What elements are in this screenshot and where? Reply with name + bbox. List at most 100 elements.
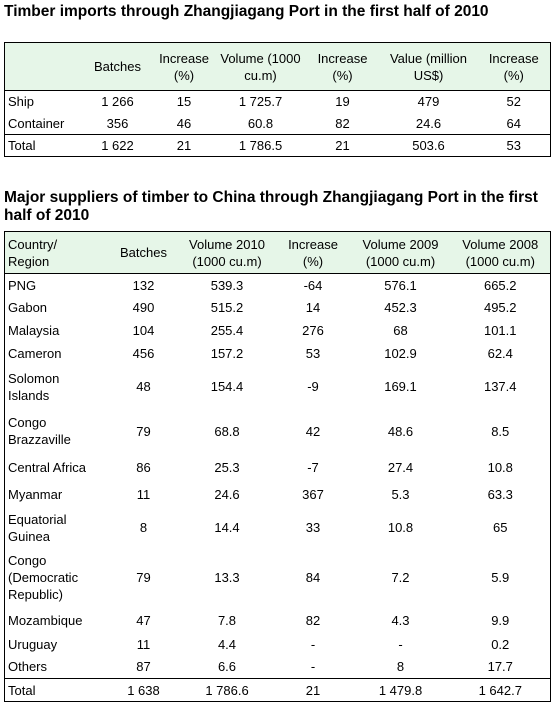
header-cell: Volume 2010 (1000 cu.m) [189,236,265,269]
cell: 21 [176,138,192,153]
cell: Others [8,659,48,675]
cell: 15 [176,94,192,110]
header-cell: Value (million US$) [389,50,468,83]
cell: 68.8 [214,423,240,439]
header-cell: Increase (%) [288,236,338,269]
table2: Country/ Region Batches Volume 2010 (1000 … [4,231,551,702]
cell: 46 [176,115,192,131]
cell: 276 [302,322,324,338]
cell: 68 [393,322,408,338]
cell: 13.3 [214,570,240,585]
table-row: Total 1 638 1 786.6 21 1 479.8 1 642.7 [4,678,551,702]
cell: 7.8 [217,613,237,628]
cell: 8.5 [491,423,510,439]
table2-title: Major suppliers of timber to China throu… [4,189,538,224]
cell: - [310,636,316,652]
cell: 10.8 [487,459,513,475]
cell: 102.9 [384,345,417,361]
cell: Cameron [8,345,62,361]
cell: 6.6 [217,659,237,675]
table-row: Congo Brazzaville 79 68.8 42 48.6 8.5 [5,409,551,454]
table-row: Congo (Democratic Republic) 79 13.3 84 7.2 5.… [5,547,551,609]
cell: 255.4 [210,322,244,338]
table-row: Equatorial Guinea 8 14.4 33 10.8 65 [5,509,551,547]
cell: 53 [506,138,521,153]
cell: 11 [136,487,151,502]
cell: 11 [136,636,151,652]
cell: 5.9 [491,570,510,585]
cell: 47 [136,613,151,628]
cell: 64 [506,115,521,131]
cell: 157.2 [210,345,244,361]
cell: 5.3 [391,487,410,502]
cell: 7.2 [391,570,410,585]
table-row: Others 87 6.6 - 8 17.7 [5,656,551,679]
header-cell: Batches [120,245,167,260]
header-cell [5,43,83,91]
cell: PNG [8,277,37,293]
cell: 137.4 [483,379,517,394]
cell: 21 [305,682,321,698]
cell: Solomon Islands [8,370,60,403]
cell: 1 638 [127,682,160,698]
cell: Congo (Democratic Republic) [8,553,79,602]
cell: -9 [307,379,319,394]
cell: 104 [132,322,155,338]
header-row: Batches Increase (%) Volume (1000 cu.m) Inc… [4,42,551,91]
cell: 48.6 [387,423,414,439]
cell: 456 [132,345,155,361]
cell: 452.3 [384,300,417,315]
cell: 576.1 [384,277,417,293]
header-cell: Country/ Region [8,236,58,269]
cell: 1 786.6 [205,682,249,698]
cell: 1 786.5 [238,138,283,153]
cell: 515.2 [210,300,244,315]
cell: -64 [303,277,323,293]
cell: 10.8 [387,520,414,535]
cell: 65 [493,520,508,535]
table-row: Cameron 456 157.2 53 102.9 62.4 [5,342,551,365]
cell: 490 [132,300,155,315]
cell: 48 [136,379,151,394]
table-row: Malaysia 104 255.4 276 68 101.1 [5,319,551,342]
cell: 62.4 [487,345,513,361]
cell: 367 [302,487,324,502]
table-row: PNG 132 539.3 -64 576.1 665.2 [5,274,551,297]
cell: 1 266 [101,94,134,110]
cell: 63.3 [487,487,513,502]
cell: 1 479.8 [378,682,423,698]
cell: 1 622 [101,138,134,153]
cell: 356 [106,115,129,131]
cell: 0.2 [491,636,510,652]
cell: 132 [132,277,155,293]
header-cell: Volume 2008 (1000 cu.m) [462,236,539,269]
cell: 14.4 [214,520,240,535]
header-cell: Volume (1000 cu.m) [220,50,301,83]
cell: 8 [396,659,405,675]
cell: 1 725.7 [238,94,283,110]
cell: 154.4 [210,379,244,394]
cell: 19 [335,94,350,110]
cell: 82 [335,115,350,131]
cell: 33 [305,520,321,535]
cell: 25.3 [214,459,240,475]
cell: Mozambique [8,613,83,628]
cell: Ship [8,94,35,110]
cell: Total [8,138,36,153]
cell: 82 [305,613,321,628]
cell: Myanmar [8,487,63,502]
table1: Batches Increase (%) Volume (1000 cu.m) Inc… [4,42,551,157]
header-row: Country/ Region Batches Volume 2010 (1000 … [4,231,551,274]
cell: 495.2 [483,300,517,315]
cell: 53 [305,345,321,361]
cell: 60.8 [247,115,274,131]
cell: 9.9 [491,613,510,628]
cell: Gabon [8,300,48,315]
cell: 14 [305,300,321,315]
table-row: Ship 1 266 15 1 725.7 19 479 52 [5,91,551,113]
cell: Equatorial Guinea [8,511,67,544]
cell: 21 [335,138,350,153]
cell: 79 [136,423,151,439]
cell: 539.3 [210,277,244,293]
